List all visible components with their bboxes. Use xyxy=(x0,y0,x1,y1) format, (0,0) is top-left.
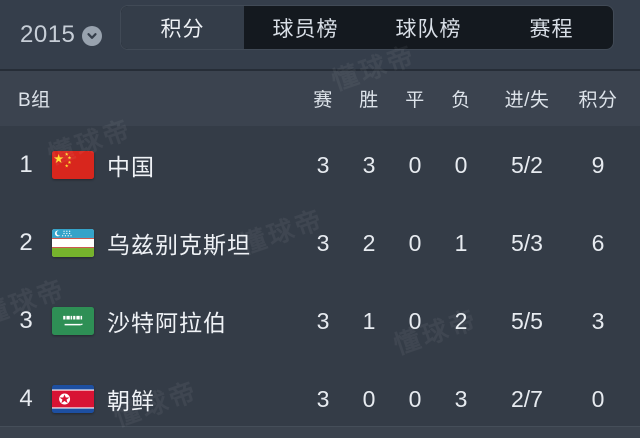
drawn-cell: 0 xyxy=(408,229,422,256)
tab-bar: 积分 球员榜 球队榜 赛程 xyxy=(120,5,614,50)
goals-cell: 5/5 xyxy=(511,307,543,334)
season-label: 2015 xyxy=(20,20,76,48)
lost-cell: 0 xyxy=(454,151,468,178)
col-points: 积分 xyxy=(578,90,618,111)
chevron-down-icon[interactable] xyxy=(82,25,103,46)
won-cell: 0 xyxy=(362,385,376,412)
won-cell: 1 xyxy=(362,307,376,334)
table-header: B组 赛 胜 平 负 进/失 积分 xyxy=(0,71,640,126)
top-bar: 2015 积分 球员榜 球队榜 赛程 xyxy=(0,0,640,71)
drawn-cell: 0 xyxy=(408,151,422,178)
tab-standings[interactable]: 积分 xyxy=(121,6,244,49)
team-name: 沙特阿拉伯 xyxy=(107,310,227,336)
rank-cell: 2 xyxy=(19,229,33,256)
lost-cell: 3 xyxy=(454,385,468,412)
next-section-edge xyxy=(0,426,640,438)
col-goals: 进/失 xyxy=(504,90,550,111)
group-label: B组 xyxy=(18,90,51,111)
china-flag-icon xyxy=(52,151,94,179)
table-row[interactable]: 2 乌兹别克斯坦 3 2 xyxy=(0,204,640,282)
tab-schedule-label: 赛程 xyxy=(529,17,574,41)
won-cell: 3 xyxy=(362,151,376,178)
lost-cell: 1 xyxy=(454,229,468,256)
tab-team-rankings-label: 球队榜 xyxy=(395,17,462,41)
table-row[interactable]: 3 沙特阿拉伯 3 1 0 2 5/5 3 xyxy=(0,282,640,360)
tab-player-rankings[interactable]: 球员榜 xyxy=(244,6,367,49)
points-cell: 3 xyxy=(591,307,605,334)
drawn-cell: 0 xyxy=(408,307,422,334)
tab-player-rankings-label: 球员榜 xyxy=(272,17,339,41)
played-cell: 3 xyxy=(316,229,330,256)
team-name: 乌兹别克斯坦 xyxy=(107,232,251,258)
rank-cell: 1 xyxy=(19,151,33,178)
team-name: 朝鲜 xyxy=(107,388,155,414)
points-cell: 6 xyxy=(591,229,605,256)
goals-cell: 5/3 xyxy=(511,229,543,256)
team-name: 中国 xyxy=(107,154,155,180)
won-cell: 2 xyxy=(362,229,376,256)
north-korea-flag-icon xyxy=(52,385,94,413)
table-row[interactable]: 1 中国 3 3 0 0 5/2 9 xyxy=(0,126,640,204)
goals-cell: 5/2 xyxy=(511,151,543,178)
tab-standings-label: 积分 xyxy=(160,17,205,41)
goals-cell: 2/7 xyxy=(511,385,543,412)
lost-cell: 2 xyxy=(454,307,468,334)
played-cell: 3 xyxy=(316,385,330,412)
col-played: 赛 xyxy=(313,90,333,111)
tab-team-rankings[interactable]: 球队榜 xyxy=(367,6,490,49)
col-won: 胜 xyxy=(359,90,379,111)
saudi-arabia-flag-icon xyxy=(52,307,94,335)
played-cell: 3 xyxy=(316,307,330,334)
col-lost: 负 xyxy=(451,90,471,111)
drawn-cell: 0 xyxy=(408,385,422,412)
rank-cell: 4 xyxy=(19,385,33,412)
season-selector[interactable]: 2015 xyxy=(20,0,103,69)
uzbekistan-flag-icon xyxy=(52,229,94,257)
col-drawn: 平 xyxy=(405,90,425,111)
played-cell: 3 xyxy=(316,151,330,178)
points-cell: 9 xyxy=(591,151,605,178)
points-cell: 0 xyxy=(591,385,605,412)
rank-cell: 3 xyxy=(19,307,33,334)
table-row[interactable]: 4 朝鲜 3 0 0 3 2/7 0 xyxy=(0,360,640,438)
standings-table: 1 中国 3 3 0 0 5/2 9 xyxy=(0,126,640,438)
tab-schedule[interactable]: 赛程 xyxy=(490,6,613,49)
